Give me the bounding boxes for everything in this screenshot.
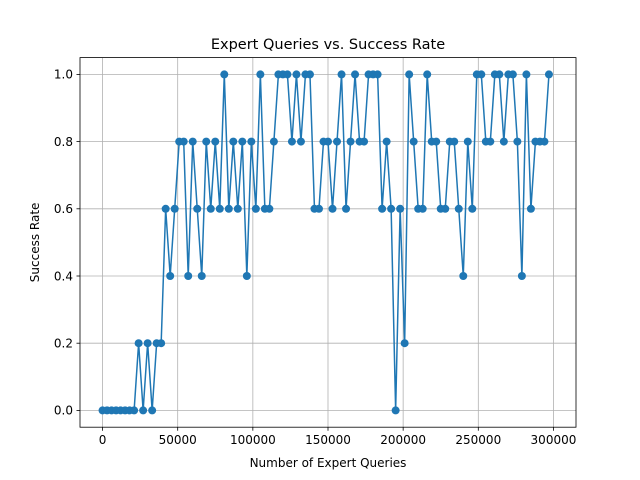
x-tick-label: 150000 [305, 433, 351, 447]
data-point [220, 70, 229, 79]
chart-title: Expert Queries vs. Success Rate [211, 37, 445, 53]
data-point [382, 137, 391, 146]
data-point [130, 406, 139, 415]
x-axis-label: Number of Expert Queries [250, 456, 407, 470]
data-layer [98, 70, 553, 415]
data-point [468, 204, 477, 213]
data-point [247, 137, 256, 146]
x-tick-label: 200000 [380, 433, 426, 447]
x-tick-label: 0 [99, 433, 107, 447]
data-point [400, 339, 409, 348]
data-point [148, 406, 157, 415]
data-point [139, 406, 148, 415]
data-point [328, 204, 337, 213]
data-point [346, 137, 355, 146]
y-tick-label: 0.8 [54, 135, 73, 149]
data-point [409, 137, 418, 146]
data-point [197, 272, 206, 280]
data-point [396, 204, 405, 213]
data-point [517, 272, 526, 280]
x-tick-label: 100000 [230, 433, 276, 447]
data-point [526, 204, 535, 213]
data-point [134, 339, 143, 348]
data-point [202, 137, 211, 146]
data-point [333, 137, 342, 146]
data-point [423, 70, 432, 79]
data-point [193, 204, 202, 213]
y-tick-label: 0.2 [54, 337, 73, 351]
data-point [522, 70, 531, 79]
x-tick-label: 250000 [455, 433, 501, 447]
data-point [161, 204, 170, 213]
data-point [513, 137, 522, 146]
data-point [265, 204, 274, 213]
data-point [211, 137, 220, 146]
data-point [391, 406, 400, 415]
data-point [229, 137, 238, 146]
data-point [287, 137, 296, 146]
data-point [360, 137, 369, 146]
data-point [477, 70, 486, 79]
data-point [508, 70, 517, 79]
data-point [269, 137, 278, 146]
data-point [463, 137, 472, 146]
data-point [170, 204, 179, 213]
y-tick-label: 0.6 [54, 202, 73, 216]
data-point [314, 204, 323, 213]
data-point [351, 70, 360, 79]
data-point [454, 204, 463, 213]
data-point [224, 204, 233, 213]
data-point [305, 70, 314, 79]
data-point [495, 70, 504, 79]
data-point [373, 70, 382, 79]
y-tick-label: 0.4 [54, 269, 73, 283]
data-point [251, 204, 260, 213]
data-point [441, 204, 450, 213]
data-point [499, 137, 508, 146]
data-point [486, 137, 495, 146]
data-point [544, 70, 553, 79]
data-point [256, 70, 265, 79]
data-point [179, 137, 188, 146]
data-point [233, 204, 242, 213]
data-point [432, 137, 441, 146]
data-point [324, 137, 332, 146]
data-point [296, 137, 305, 146]
data-point [143, 339, 152, 348]
ticks-layer: 0 50000 100000 150000 200000 250000 300000 0.0 0… [54, 68, 576, 448]
x-tick-label: 300000 [531, 433, 577, 447]
data-point [418, 204, 427, 213]
y-tick-label: 1.0 [54, 68, 73, 82]
data-point [450, 137, 459, 146]
data-point [157, 339, 166, 348]
data-point [215, 204, 224, 213]
data-point [166, 272, 175, 280]
x-tick-label: 50000 [159, 433, 197, 447]
data-point [283, 70, 292, 79]
data-point [206, 204, 215, 213]
data-point [292, 70, 301, 79]
data-point [378, 204, 387, 213]
data-point [342, 204, 351, 213]
data-point [459, 272, 468, 280]
y-tick-label: 0.0 [54, 404, 73, 418]
data-point [387, 204, 396, 213]
data-point [238, 137, 247, 146]
y-axis-label: Success Rate [28, 203, 42, 283]
data-point [242, 272, 251, 280]
data-point [337, 70, 346, 79]
data-point [540, 137, 549, 146]
data-point [405, 70, 414, 79]
data-point [188, 137, 197, 146]
data-point [184, 272, 193, 280]
